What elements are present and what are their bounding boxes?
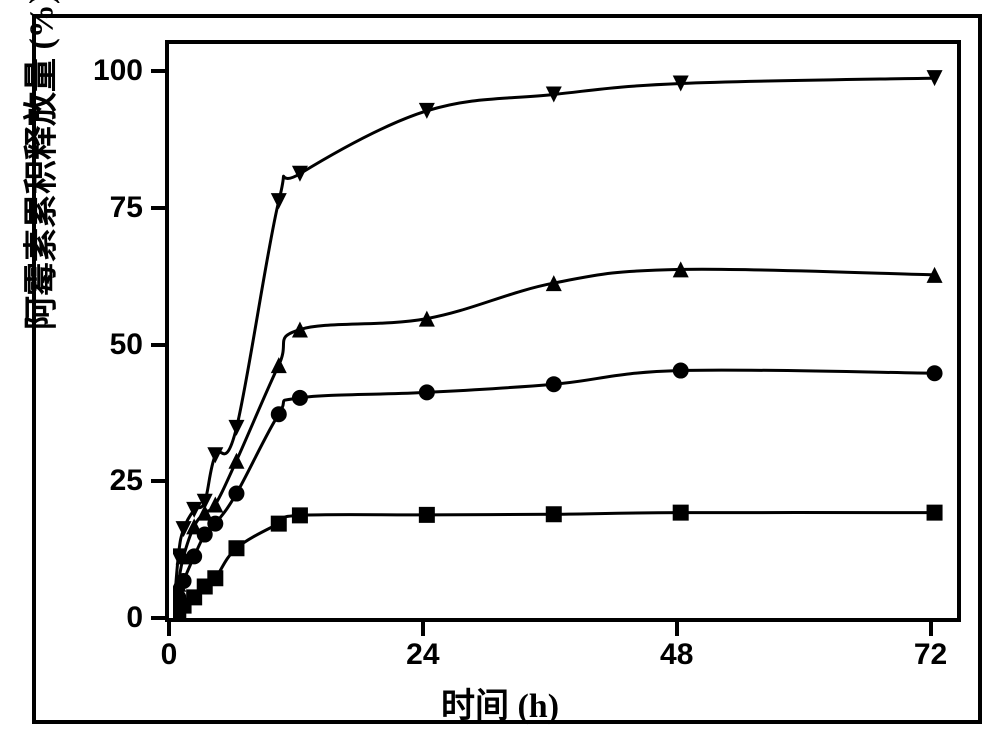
y-tick-label: 0 xyxy=(126,601,143,635)
series-triangle-down-line xyxy=(173,78,935,622)
series-square-marker xyxy=(673,505,689,521)
x-tick-mark xyxy=(675,622,679,636)
y-tick-mark xyxy=(151,206,165,210)
x-tick-label: 0 xyxy=(161,638,178,672)
series-triangle-down-marker xyxy=(228,420,244,436)
y-tick-label: 75 xyxy=(110,191,143,225)
y-tick-mark xyxy=(151,616,165,620)
x-tick-label: 72 xyxy=(914,638,947,672)
series-circle-marker xyxy=(271,406,287,422)
series-triangle-up-marker xyxy=(271,357,287,373)
series-square-marker xyxy=(546,506,562,522)
series-circle-marker xyxy=(673,363,689,379)
x-tick-label: 24 xyxy=(406,638,439,672)
series-square-line xyxy=(173,513,935,622)
series-triangle-down-marker xyxy=(271,193,287,209)
figure-container: 阿霉素累积释放量 (%) 时间 (h) 0 24 48 72 0 25 50 75 100 xyxy=(0,0,1000,753)
series-circle-marker xyxy=(419,384,435,400)
series-triangle-up-marker xyxy=(228,453,244,469)
x-tick-mark xyxy=(421,622,425,636)
series-triangle-down-marker xyxy=(292,166,308,182)
x-tick-mark xyxy=(167,622,171,636)
series-circle-marker xyxy=(546,376,562,392)
y-axis-label: 阿霉素累积释放量 (%) xyxy=(14,0,63,330)
series-circle-marker xyxy=(228,486,244,502)
y-tick-mark xyxy=(151,479,165,483)
series-square-marker xyxy=(292,507,308,523)
series-square-marker xyxy=(419,507,435,523)
y-tick-label: 50 xyxy=(110,328,143,362)
x-axis-label-text: 时间 (h) xyxy=(441,688,559,725)
x-axis-label: 时间 (h) xyxy=(0,678,1000,727)
x-tick-label: 48 xyxy=(660,638,693,672)
x-tick-mark xyxy=(929,622,933,636)
series-square-marker xyxy=(207,570,223,586)
series-circle-marker xyxy=(292,390,308,406)
plot-svg xyxy=(169,44,965,626)
series-triangle-up-line xyxy=(173,269,935,622)
y-tick-mark xyxy=(151,69,165,73)
y-tick-mark xyxy=(151,343,165,347)
plot-area xyxy=(165,40,961,622)
y-tick-label: 25 xyxy=(110,464,143,498)
series-square-marker xyxy=(228,540,244,556)
series-triangle-down-marker xyxy=(207,447,223,463)
series-circle-line xyxy=(173,370,935,622)
series-circle-marker xyxy=(927,365,943,381)
series-triangle-down-marker xyxy=(419,103,435,119)
y-axis-label-text: 阿霉素累积释放量 (%) xyxy=(24,0,61,330)
series-square-marker xyxy=(271,516,287,532)
series-square-marker xyxy=(927,505,943,521)
y-tick-label: 100 xyxy=(93,54,143,88)
